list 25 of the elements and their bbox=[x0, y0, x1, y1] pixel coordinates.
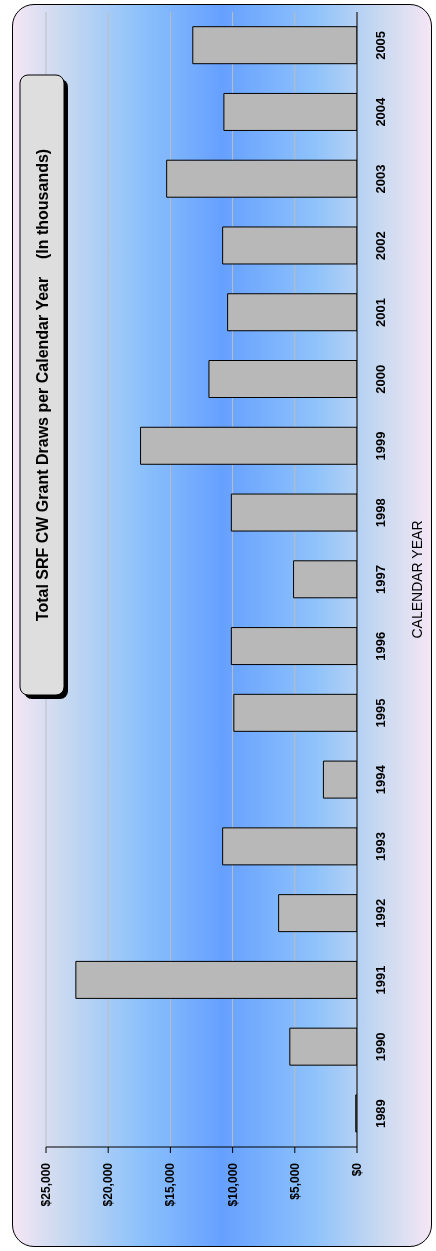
y-tick-label: 2000 bbox=[373, 364, 388, 394]
y-tick-label: 1994 bbox=[373, 764, 388, 795]
y-tick-label: 1995 bbox=[373, 698, 388, 728]
y-tick-label: 2001 bbox=[373, 297, 388, 327]
y-tick-label: 1998 bbox=[373, 498, 388, 528]
y-tick-label: 1996 bbox=[373, 631, 388, 661]
text: Total SRF CW Grant Draws per Calendar Year (In thousands) bbox=[33, 148, 51, 622]
y-tick-label: 1990 bbox=[373, 1032, 388, 1062]
x-tick-label: $25,000 bbox=[39, 1162, 53, 1207]
y-tick-label: 1992 bbox=[373, 898, 388, 928]
y-tick-label: 2005 bbox=[373, 30, 388, 60]
y-tick-label: 1991 bbox=[373, 965, 388, 995]
y-tick-label: 1997 bbox=[373, 565, 388, 594]
y-tick-label: 2003 bbox=[373, 164, 388, 194]
x-tick-label: $20,000 bbox=[101, 1162, 116, 1207]
x-tick-label: $15,000 bbox=[163, 1162, 178, 1207]
y-tick-label: 1999 bbox=[373, 431, 388, 461]
y-tick-label: 1993 bbox=[373, 832, 388, 862]
x-tick-label: $5,000 bbox=[287, 1162, 302, 1200]
y-tick-label: 1989 bbox=[373, 1099, 388, 1129]
x-tick-label: $10,000 bbox=[225, 1162, 240, 1207]
y-tick-label: 2004 bbox=[373, 96, 388, 127]
x-tick-label: $0 bbox=[350, 1162, 364, 1177]
y-axis-title: CALENDAR YEAR bbox=[409, 520, 425, 639]
y-tick-label: 2002 bbox=[373, 231, 388, 261]
